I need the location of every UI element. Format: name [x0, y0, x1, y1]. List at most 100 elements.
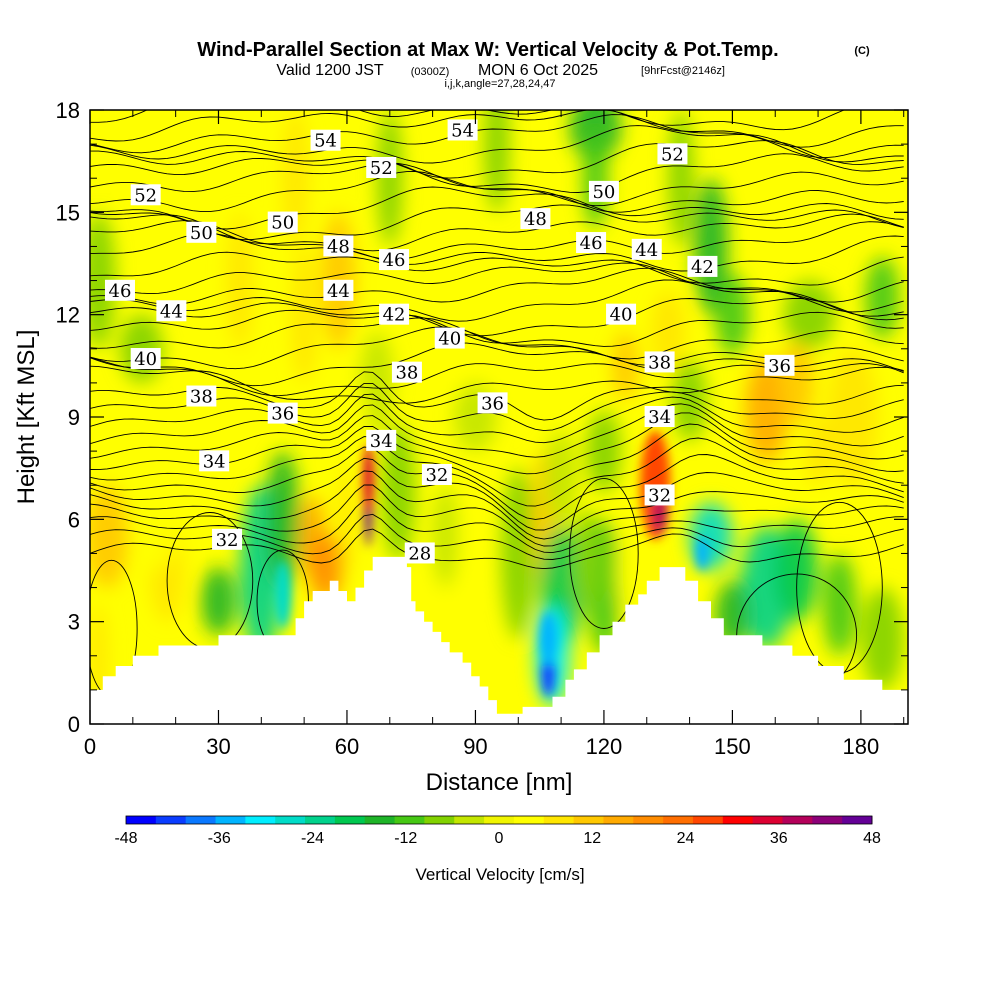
- chart-subtitle: Valid 1200 JST (0300Z) MON 6 Oct 2025 [9…: [276, 62, 725, 90]
- theta-contour-line: [90, 110, 904, 148]
- contour-label-text: 32: [648, 485, 671, 506]
- colorbar-swatch: [692, 816, 724, 824]
- contour-label: 32: [644, 484, 675, 506]
- contour-label: 48: [323, 235, 354, 257]
- subtitle-date: MON 6 Oct 2025: [478, 62, 598, 79]
- contour-label: 50: [267, 211, 298, 234]
- colorbar-swatch: [633, 816, 664, 824]
- y-tick-label: 18: [56, 98, 80, 123]
- colorbar-swatch: [424, 816, 455, 824]
- contour-label: 52: [130, 184, 161, 206]
- contour-label-text: 52: [134, 185, 157, 206]
- contour-label: 28: [404, 542, 435, 564]
- colorbar-swatch: [245, 816, 276, 824]
- x-tick-label: 180: [843, 734, 880, 759]
- contour-label-text: 32: [425, 465, 448, 486]
- contour-label: 38: [644, 351, 675, 373]
- potential-temperature-contours: [90, 110, 904, 698]
- colorbar-swatch: [484, 816, 515, 824]
- contour-label-text: 38: [395, 363, 418, 384]
- colorbar-tick-label: -36: [208, 830, 231, 847]
- contour-label: 40: [606, 303, 637, 326]
- contour-label: 36: [764, 354, 795, 377]
- colorbar-swatch: [812, 816, 843, 824]
- colorbar-tick-label: 48: [863, 830, 881, 847]
- contour-label-text: 48: [524, 209, 547, 230]
- contour-label: 40: [130, 348, 161, 370]
- terrain: [90, 556, 908, 724]
- contour-label: 54: [447, 119, 478, 141]
- colorbar-swatch: [155, 816, 187, 824]
- contour-label-text: 52: [370, 158, 393, 179]
- theta-contour-line: [90, 309, 904, 347]
- y-axis: 0 36 9 12 15 18: [56, 98, 908, 737]
- title-main: Wind-Parallel Section at Max W: Vertical…: [197, 39, 778, 61]
- theta-contour-line: [90, 446, 904, 520]
- contour-label: 32: [212, 528, 243, 551]
- y-tick-label: 0: [68, 712, 80, 737]
- title-copyright: (C): [854, 45, 870, 57]
- colorbar-swatch: [603, 816, 634, 824]
- contour-label: 38: [186, 385, 217, 408]
- contour-label-text: 38: [648, 352, 671, 373]
- y-axis-title: Height [Kft MSL]: [13, 330, 40, 505]
- contour-label: 42: [379, 303, 410, 326]
- theta-contour-line: [90, 125, 904, 164]
- contour-label-text: 34: [203, 451, 226, 472]
- colorbar-swatch: [334, 816, 366, 824]
- contour-label-text: 50: [271, 213, 294, 234]
- y-tick-label: 15: [56, 200, 80, 225]
- contour-label-text: 46: [580, 233, 603, 254]
- contour-label: 42: [687, 255, 718, 278]
- contour-label-text: 34: [648, 407, 671, 428]
- colorbar-tick-label: -48: [114, 830, 137, 847]
- y-tick-label: 6: [68, 507, 80, 532]
- theta-contour-line: [90, 403, 904, 458]
- theta-contour-line: [90, 220, 904, 260]
- colorbar-swatch: [364, 816, 396, 824]
- x-tick-label: 60: [335, 734, 359, 759]
- x-tick-label: 0: [84, 734, 96, 759]
- colorbar-swatch: [842, 816, 873, 824]
- contour-label-text: 42: [691, 257, 714, 278]
- theta-contour-line: [90, 262, 904, 303]
- x-axis: 0 30 60 90 120 150 180: [84, 110, 905, 759]
- colorbar-tick-label: 12: [583, 830, 601, 847]
- theta-contour-line: [90, 114, 904, 159]
- contour-label-text: 36: [768, 356, 791, 377]
- theta-contour-line: [90, 457, 904, 531]
- colorbar-title: Vertical Velocity [cm/s]: [415, 865, 584, 884]
- subtitle-forecast: [9hrFcst@2146z]: [641, 65, 725, 77]
- contour-label-text: 48: [327, 236, 350, 257]
- subtitle-utc: (0300Z): [411, 66, 450, 78]
- contour-label-text: 52: [661, 144, 684, 165]
- theta-contour-line: [90, 232, 904, 272]
- y-tick-label: 12: [56, 303, 80, 328]
- contour-label-text: 34: [370, 431, 393, 452]
- contour-label: 54: [310, 129, 341, 152]
- x-tick-label: 120: [586, 734, 623, 759]
- colorbar: -48 -36 -24 -12 0 12 24 36 48: [114, 815, 881, 847]
- chart-title: Wind-Parallel Section at Max W: Vertical…: [197, 39, 870, 61]
- theta-contour-line: [90, 412, 904, 475]
- contour-label-text: 36: [481, 393, 504, 414]
- colorbar-frame: [125, 815, 873, 825]
- contour-label-text: 40: [438, 329, 461, 350]
- theta-contour-line: [90, 484, 904, 547]
- contour-label-text: 54: [314, 131, 337, 152]
- contour-label-text: 44: [635, 240, 658, 261]
- theta-contour-line: [90, 204, 904, 241]
- theta-contour-line: [90, 279, 904, 322]
- contour-label-text: 32: [216, 530, 239, 551]
- contour-label: 44: [156, 300, 187, 322]
- theta-contour-line: [90, 317, 904, 360]
- theta-contour-line: [90, 298, 904, 337]
- y-tick-label: 9: [68, 405, 80, 430]
- contour-label-text: 50: [592, 182, 615, 203]
- theta-contour-line: [90, 382, 904, 432]
- colorbar-swatch: [573, 816, 604, 824]
- theta-contour-line: [90, 470, 904, 540]
- contour-label: 50: [588, 180, 619, 203]
- subtitle-grid-info: i,j,k,angle=27,28,24,47: [444, 78, 555, 90]
